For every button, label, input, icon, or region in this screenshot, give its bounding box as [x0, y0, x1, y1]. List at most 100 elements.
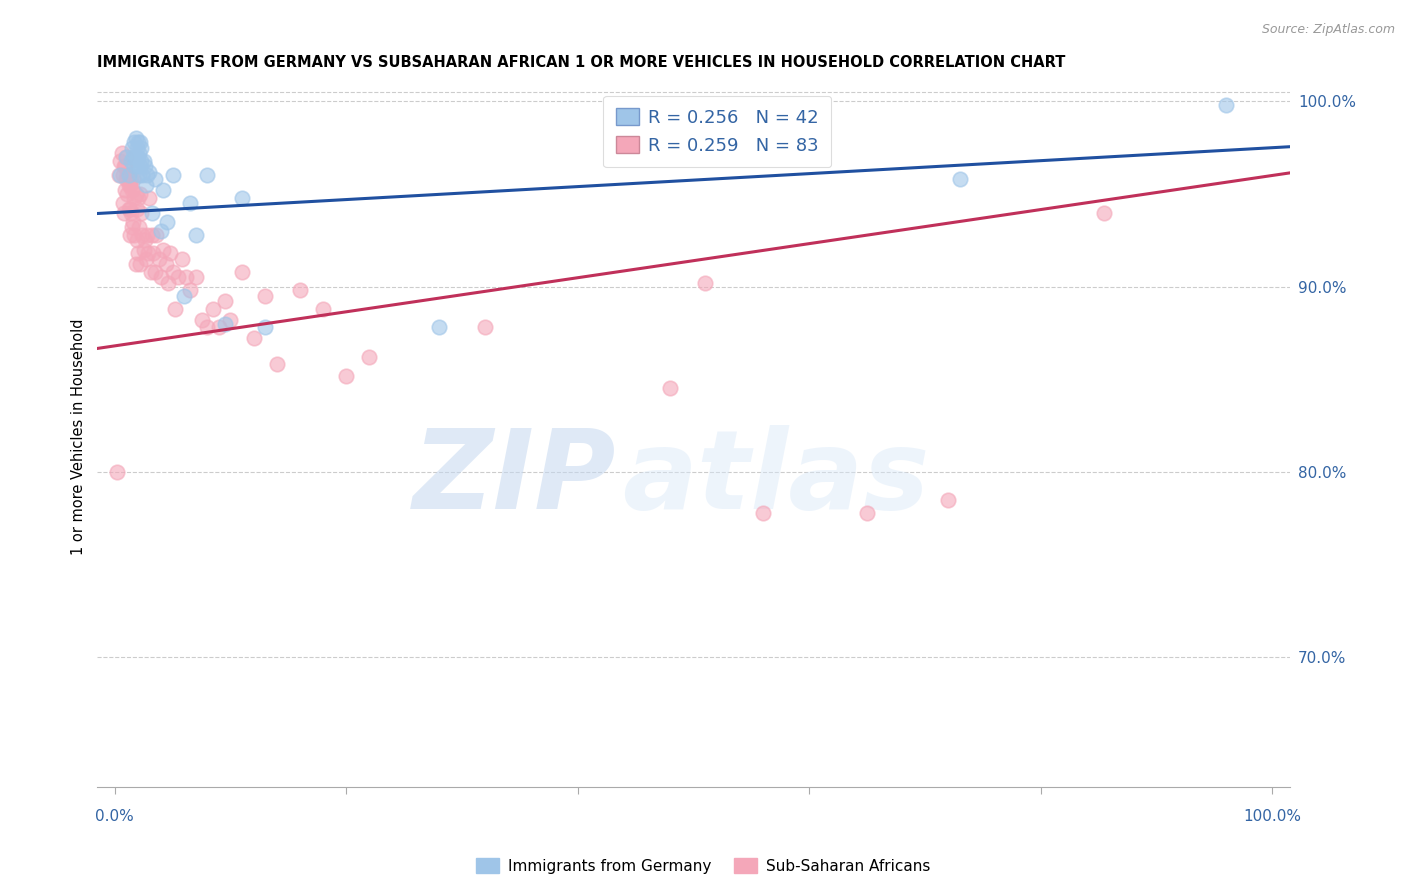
- Point: [114, 159, 136, 173]
- Point: [135, 252, 157, 266]
- Point: [115, 150, 138, 164]
- Point: [335, 368, 357, 383]
- Point: [152, 183, 174, 197]
- Point: [115, 172, 138, 186]
- Point: [111, 146, 134, 161]
- Point: [112, 159, 135, 173]
- Point: [121, 183, 143, 197]
- Point: [131, 227, 153, 242]
- Point: [127, 246, 149, 260]
- Point: [208, 320, 231, 334]
- Point: [231, 265, 253, 279]
- Point: [949, 172, 972, 186]
- Point: [156, 215, 179, 229]
- Point: [156, 276, 179, 290]
- Point: [125, 141, 148, 155]
- Legend: R = 0.256   N = 42, R = 0.259   N = 83: R = 0.256 N = 42, R = 0.259 N = 83: [603, 95, 831, 168]
- Point: [132, 243, 155, 257]
- Point: [173, 289, 195, 303]
- Point: [139, 265, 162, 279]
- Point: [124, 191, 146, 205]
- Point: [254, 320, 277, 334]
- Point: [136, 227, 159, 242]
- Point: [128, 220, 150, 235]
- Point: [124, 257, 146, 271]
- Point: [179, 196, 201, 211]
- Point: [659, 382, 682, 396]
- Point: [134, 159, 156, 173]
- Point: [136, 169, 159, 183]
- Point: [219, 313, 242, 327]
- Point: [150, 224, 173, 238]
- Text: Source: ZipAtlas.com: Source: ZipAtlas.com: [1261, 23, 1395, 37]
- Point: [150, 270, 173, 285]
- Point: [129, 159, 152, 173]
- Point: [127, 150, 149, 164]
- Point: [115, 150, 138, 164]
- Point: [148, 252, 170, 266]
- Point: [124, 227, 146, 242]
- Point: [184, 227, 207, 242]
- Point: [752, 506, 775, 520]
- Point: [242, 331, 264, 345]
- Point: [132, 153, 155, 168]
- Point: [214, 294, 236, 309]
- Point: [143, 172, 166, 186]
- Point: [145, 227, 167, 242]
- Point: [179, 283, 201, 297]
- Point: [118, 227, 141, 242]
- Point: [167, 270, 190, 285]
- Point: [190, 313, 212, 327]
- Point: [110, 153, 132, 168]
- Point: [131, 141, 153, 155]
- Point: [254, 289, 277, 303]
- Point: [152, 243, 174, 257]
- Point: [143, 265, 166, 279]
- Point: [120, 172, 142, 186]
- Point: [111, 169, 134, 183]
- Point: [195, 169, 218, 183]
- Point: [110, 169, 132, 183]
- Point: [124, 135, 146, 149]
- Y-axis label: 1 or more Vehicles in Household: 1 or more Vehicles in Household: [72, 318, 86, 555]
- Point: [122, 215, 145, 229]
- Point: [936, 492, 959, 507]
- Point: [117, 186, 139, 201]
- Point: [202, 301, 225, 316]
- Point: [162, 265, 184, 279]
- Point: [129, 257, 152, 271]
- Point: [359, 350, 381, 364]
- Point: [125, 202, 148, 216]
- Point: [124, 131, 146, 145]
- Point: [162, 169, 184, 183]
- Point: [856, 506, 879, 520]
- Point: [124, 159, 146, 173]
- Point: [170, 252, 193, 266]
- Point: [184, 270, 207, 285]
- Point: [120, 153, 142, 168]
- Point: [128, 169, 150, 183]
- Point: [112, 205, 135, 219]
- Point: [125, 159, 148, 173]
- Point: [138, 165, 160, 179]
- Point: [135, 178, 157, 192]
- Point: [122, 150, 145, 164]
- Point: [118, 178, 141, 192]
- Point: [117, 169, 139, 183]
- Point: [118, 202, 141, 216]
- Point: [117, 169, 139, 183]
- Point: [121, 220, 143, 235]
- Point: [141, 205, 163, 219]
- Point: [138, 191, 160, 205]
- Point: [693, 276, 716, 290]
- Point: [474, 320, 496, 334]
- Point: [117, 178, 139, 192]
- Point: [117, 202, 139, 216]
- Point: [1215, 98, 1237, 112]
- Point: [124, 150, 146, 164]
- Point: [131, 205, 153, 219]
- Point: [141, 227, 163, 242]
- Point: [155, 257, 177, 271]
- Point: [427, 320, 450, 334]
- Point: [127, 135, 149, 149]
